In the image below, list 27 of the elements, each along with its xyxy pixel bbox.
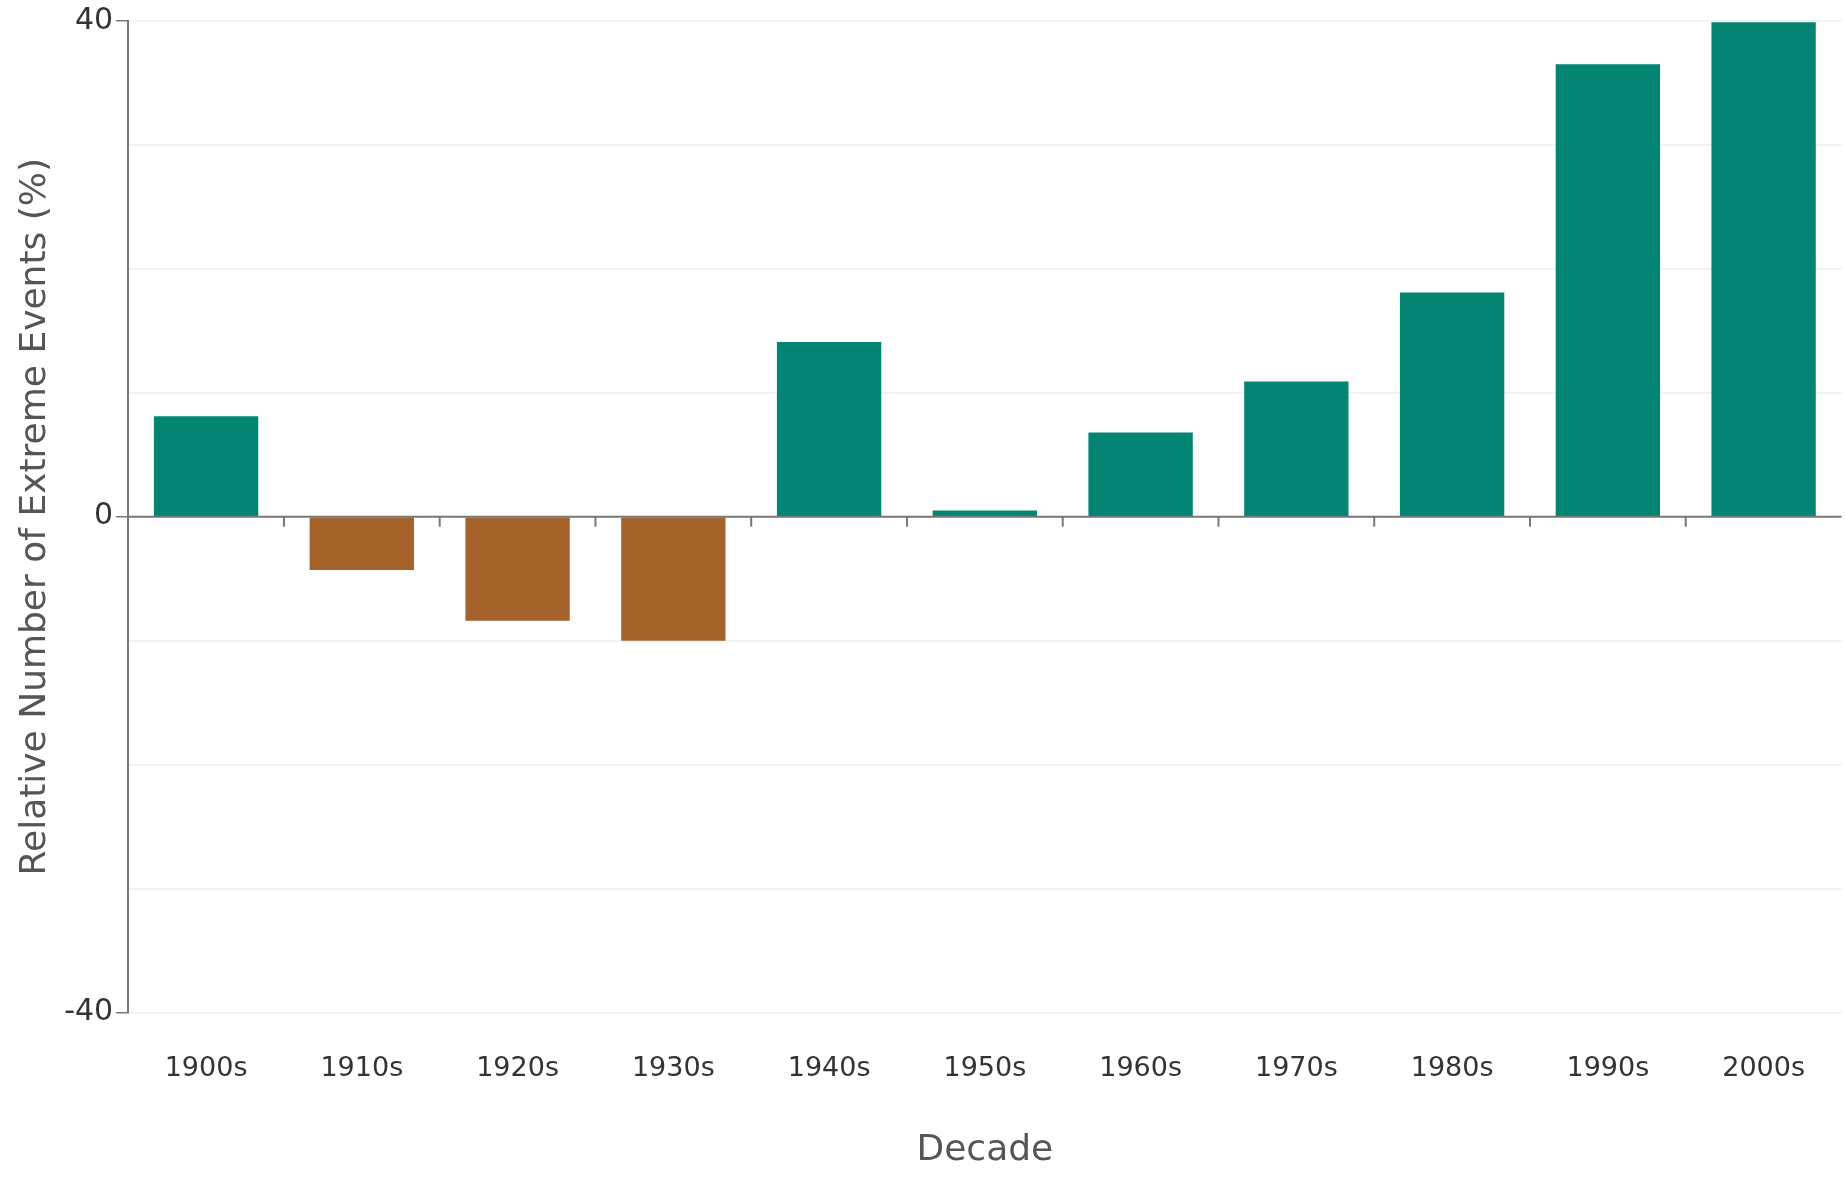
x-tick-label: 1960s (1099, 1050, 1182, 1082)
x-tick-label: 1950s (943, 1050, 1027, 1082)
bar (1244, 381, 1349, 516)
bar (776, 341, 882, 516)
bar (153, 416, 259, 516)
x-tick-label: 1980s (1410, 1050, 1494, 1082)
bar (1555, 64, 1661, 516)
x-tick-label: 1940s (787, 1050, 871, 1082)
y-axis-title: Relative Number of Extreme Events (%) (11, 157, 53, 876)
bar (1399, 292, 1505, 516)
bar (465, 517, 570, 621)
x-tick-label: 2000s (1722, 1050, 1805, 1082)
y-tick-label: -40 (64, 992, 114, 1028)
bar (1711, 22, 1816, 516)
bar (932, 510, 1038, 516)
bar (309, 517, 415, 570)
y-tick-label: 40 (75, 0, 114, 36)
x-tick-label: 1970s (1254, 1050, 1338, 1082)
x-axis-title: Decade (916, 1126, 1054, 1168)
y-tick-label: 0 (94, 496, 114, 532)
x-tick-label: 1930s (631, 1050, 715, 1082)
bar (621, 517, 726, 641)
x-tick-label: 1910s (320, 1050, 404, 1082)
x-tick-label: 1990s (1566, 1050, 1650, 1082)
x-tick-label: 1920s (476, 1050, 559, 1082)
bar (1088, 432, 1193, 516)
x-tick-label: 1900s (164, 1050, 248, 1082)
